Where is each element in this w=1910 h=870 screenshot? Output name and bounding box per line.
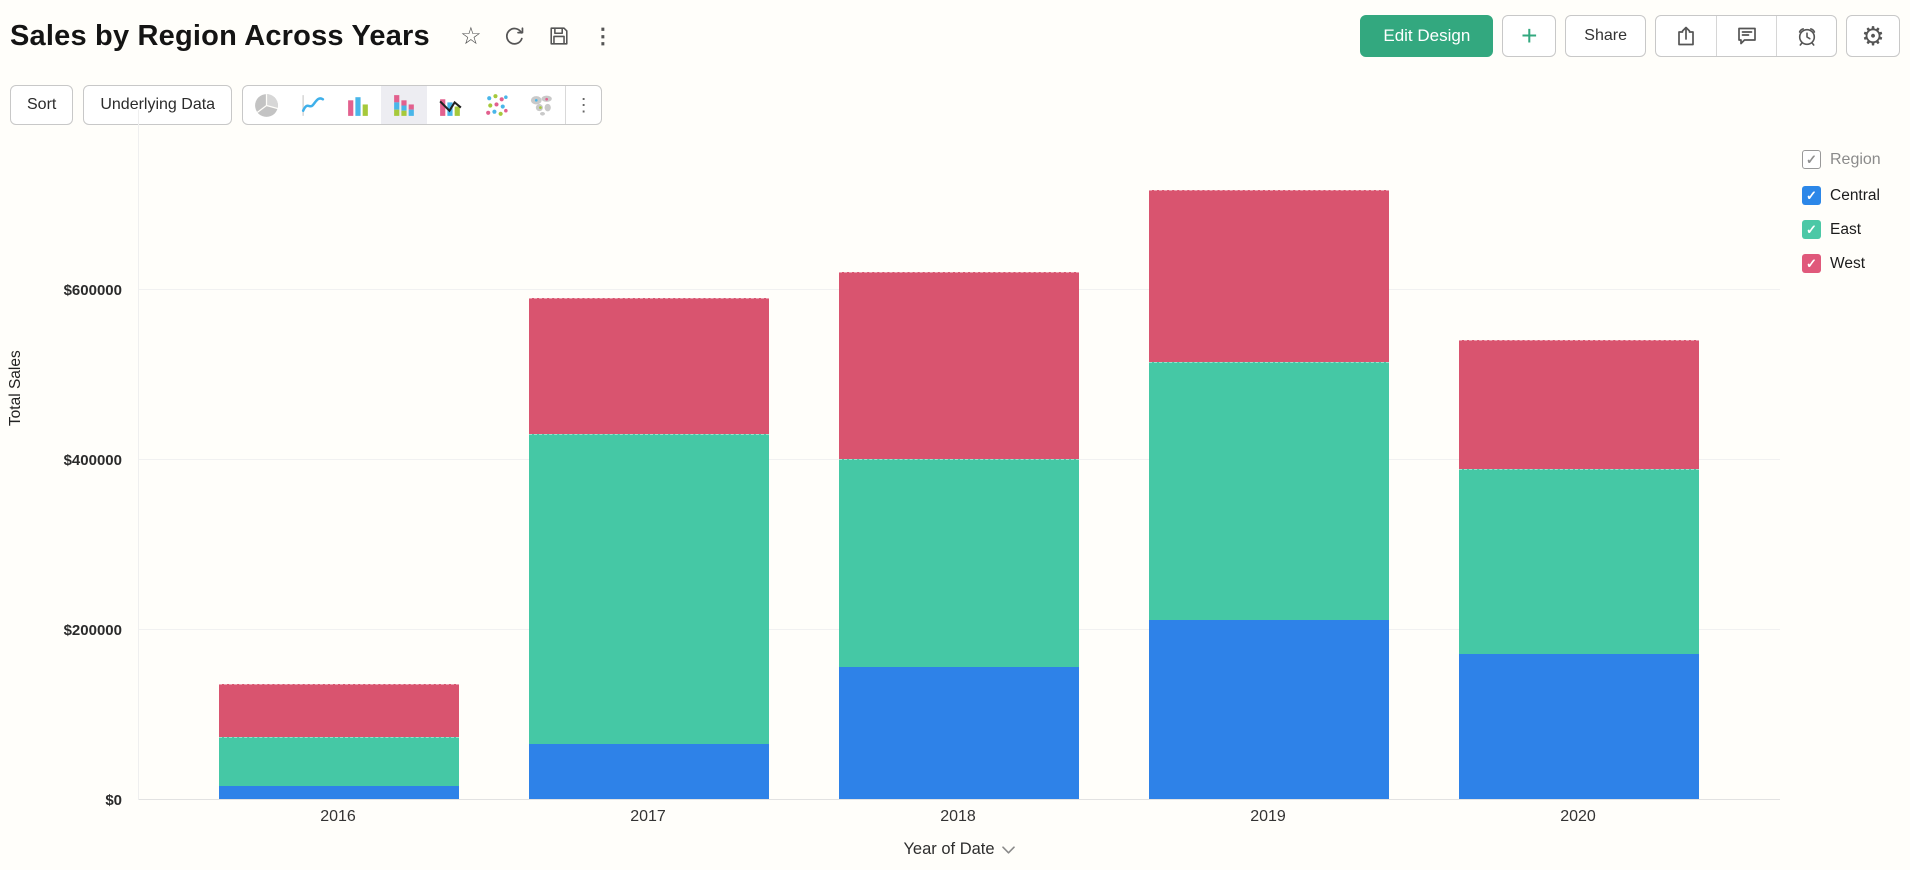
bar-segment-central-2016[interactable] [219,786,459,799]
y-tick-label: $200000 [63,622,122,639]
y-axis-ticks: $0 $200000 $400000 $600000 [0,110,128,809]
legend-label: East [1830,220,1862,238]
legend-checkbox-central[interactable]: ✓ [1802,186,1821,205]
sort-button[interactable]: Sort [10,85,74,125]
chart-type-map-icon[interactable] [519,86,565,124]
chart-type-line-icon[interactable] [289,86,335,124]
chart-type-stacked-bar-icon[interactable] [381,86,428,124]
export-icon [1678,26,1694,46]
bar-segment-east-2016[interactable] [219,737,459,786]
chart-type-combo-icon[interactable] [427,86,473,124]
bar-2019[interactable] [1149,190,1389,799]
bar-segment-west-2016[interactable] [219,684,459,737]
chart-type-switcher: ⋮ [242,85,603,125]
x-tick-label-2016: 2016 [320,808,356,825]
bar-segment-west-2020[interactable] [1459,340,1699,469]
header-icon-button-group [1655,15,1837,57]
bar-segment-west-2018[interactable] [839,272,1079,459]
settings-button[interactable]: ⚙ [1846,15,1900,57]
edit-design-button[interactable]: Edit Design [1360,15,1494,57]
chart-type-bar-icon[interactable] [335,86,381,124]
more-options-icon[interactable]: ⋮ [592,24,614,48]
comment-icon [1737,27,1756,45]
x-axis-labels: 2016 2017 2018 2019 2020 [138,808,1780,830]
y-tick-label: $600000 [63,282,122,299]
report-header: Sales by Region Across Years ☆ ⋮ Edit De… [10,12,1900,60]
legend-label: Central [1830,186,1880,204]
legend-items: ✓ Central ✓ East ✓ West [1802,186,1906,273]
share-button[interactable]: Share [1565,15,1646,57]
legend-item-west[interactable]: ✓ West [1802,254,1906,273]
chart-type-pie-icon[interactable] [243,86,289,124]
chart-legend: ✓ Region ✓ Central ✓ East ✓ West [1802,150,1906,288]
bar-segment-central-2020[interactable] [1459,654,1699,799]
chart-type-more-icon[interactable]: ⋮ [565,86,601,124]
y-tick-label: $400000 [63,452,122,469]
legend-label: West [1830,254,1866,272]
x-tick-label-2017: 2017 [630,808,666,825]
header-actions: Edit Design + Share [1360,15,1900,57]
bar-segment-west-2017[interactable] [529,298,769,434]
legend-checkbox-east[interactable]: ✓ [1802,220,1821,239]
legend-title: Region [1830,150,1881,168]
legend-checkbox-west[interactable]: ✓ [1802,254,1821,273]
stacked-bar-chart [138,110,1780,800]
bar-segment-east-2017[interactable] [529,434,769,744]
view-toolbar: Sort Underlying Data [10,85,603,125]
legend-item-central[interactable]: ✓ Central [1802,186,1906,205]
legend-item-east[interactable]: ✓ East [1802,220,1906,239]
refresh-icon[interactable] [502,23,528,49]
save-icon[interactable] [546,23,572,49]
bar-2020[interactable] [1459,340,1699,799]
bar-segment-west-2019[interactable] [1149,190,1389,362]
x-axis-field-dropdown[interactable]: Year of Date [903,840,1015,859]
add-button[interactable]: + [1502,15,1557,57]
alerts-button[interactable] [1776,16,1836,56]
x-axis-title-row: Year of Date [138,840,1780,859]
x-tick-label-2019: 2019 [1250,808,1286,825]
legend-title-checkbox[interactable]: ✓ [1802,150,1821,169]
gear-icon: ⚙ [1861,20,1885,51]
bar-segment-east-2019[interactable] [1149,362,1389,620]
bar-segment-east-2020[interactable] [1459,469,1699,654]
y-tick-label: $0 [105,792,122,809]
title-icon-row: ☆ ⋮ [458,22,616,50]
export-button[interactable] [1656,16,1716,56]
x-tick-label-2018: 2018 [940,808,976,825]
bar-segment-central-2018[interactable] [839,667,1079,799]
favorite-star-icon[interactable]: ☆ [460,22,482,50]
x-tick-label-2020: 2020 [1560,808,1596,825]
legend-title-row[interactable]: ✓ Region [1802,150,1906,169]
underlying-data-button[interactable]: Underlying Data [83,85,233,125]
page-title: Sales by Region Across Years [10,19,430,52]
bar-segment-east-2018[interactable] [839,459,1079,667]
bar-segment-central-2019[interactable] [1149,620,1389,799]
bar-segment-central-2017[interactable] [529,744,769,799]
bar-2016[interactable] [219,684,459,799]
x-axis-line [139,799,1780,800]
alarm-clock-icon [1798,28,1815,46]
bar-2018[interactable] [839,272,1079,799]
x-axis-title: Year of Date [903,840,995,858]
chevron-down-icon [1001,845,1015,854]
bar-2017[interactable] [529,298,769,799]
comments-button[interactable] [1716,16,1776,56]
chart-type-scatter-icon[interactable] [473,86,519,124]
